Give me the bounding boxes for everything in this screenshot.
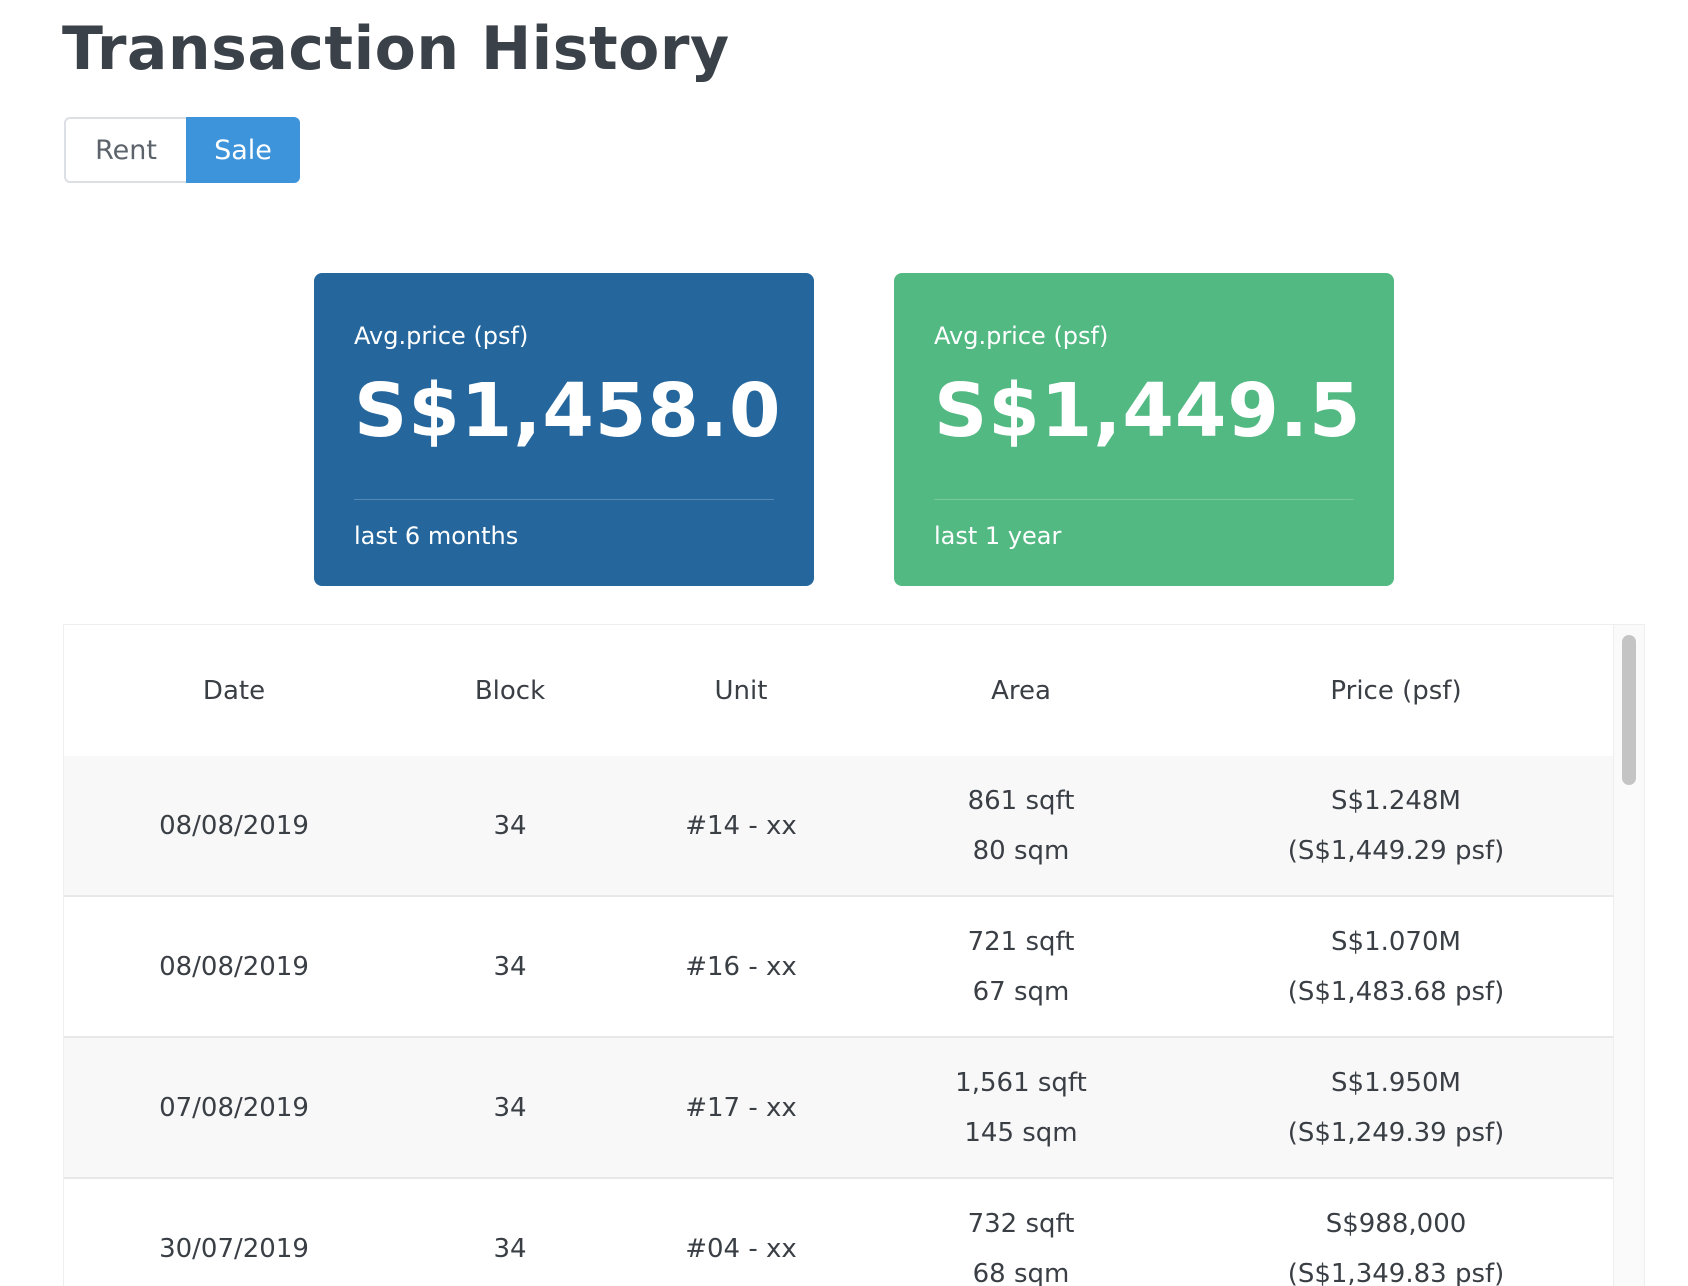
cell-block: 34 [493, 951, 527, 982]
cell-block: 34 [493, 810, 527, 841]
card-value: S$1,458.0 [354, 368, 782, 454]
price-psf: (S$1,449.29 psf) [1287, 835, 1505, 866]
price-psf: (S$1,249.39 psf) [1287, 1117, 1505, 1148]
header-area[interactable]: Area [991, 675, 1051, 706]
cell-unit: #14 - xx [685, 810, 797, 841]
avg-price-6-months-card: Avg.price (psf) S$1,458.0 last 6 months [314, 273, 814, 586]
area-sqm: 67 sqm [972, 976, 1070, 1007]
rent-tab-button[interactable]: Rent [64, 117, 186, 183]
price-total: S$988,000 [1325, 1208, 1467, 1239]
cell-unit: #16 - xx [685, 951, 797, 982]
cell-date: 07/08/2019 [159, 1092, 309, 1123]
rent-sale-toggle: Rent Sale [64, 117, 300, 183]
cell-price: S$1.070M (S$1,483.68 psf) [1176, 917, 1616, 1017]
area-sqft: 861 sqft [967, 785, 1075, 816]
scrollbar-thumb[interactable] [1622, 635, 1636, 785]
cell-area: 721 sqft 67 sqm [866, 917, 1176, 1017]
cell-area: 1,561 sqft 145 sqm [866, 1058, 1176, 1158]
price-total: S$1.248M [1331, 785, 1461, 816]
price-psf: (S$1,349.83 psf) [1287, 1258, 1505, 1286]
cell-date: 08/08/2019 [159, 951, 309, 982]
cell-price: S$1.248M (S$1,449.29 psf) [1176, 776, 1616, 876]
header-price[interactable]: Price (psf) [1330, 675, 1462, 706]
card-period: last 1 year [934, 522, 1062, 550]
cell-area: 861 sqft 80 sqm [866, 776, 1176, 876]
table-row[interactable]: 08/08/2019 34 #14 - xx 861 sqft 80 sqm S… [64, 756, 1616, 897]
avg-price-1-year-card: Avg.price (psf) S$1,449.5 last 1 year [894, 273, 1394, 586]
area-sqft: 721 sqft [967, 926, 1075, 957]
card-divider [354, 499, 774, 500]
table-body: Date Block Unit Area Price (psf) 08/08/2… [64, 625, 1616, 1286]
cell-area: 732 sqft 68 sqm [866, 1199, 1176, 1286]
cell-unit: #04 - xx [685, 1233, 797, 1264]
cell-price: S$1.950M (S$1,249.39 psf) [1176, 1058, 1616, 1158]
card-label: Avg.price (psf) [934, 322, 1109, 350]
table-row[interactable]: 08/08/2019 34 #16 - xx 721 sqft 67 sqm S… [64, 897, 1616, 1038]
area-sqm: 145 sqm [964, 1117, 1078, 1148]
card-value: S$1,449.5 [934, 368, 1362, 454]
area-sqft: 732 sqft [967, 1208, 1075, 1239]
table-row[interactable]: 07/08/2019 34 #17 - xx 1,561 sqft 145 sq… [64, 1038, 1616, 1179]
table-row[interactable]: 30/07/2019 34 #04 - xx 732 sqft 68 sqm S… [64, 1179, 1616, 1286]
price-total: S$1.070M [1331, 926, 1461, 957]
header-date[interactable]: Date [202, 675, 266, 706]
transaction-table: Date Block Unit Area Price (psf) 08/08/2… [63, 624, 1645, 1286]
area-sqm: 68 sqm [972, 1258, 1070, 1286]
table-scrollbar[interactable] [1613, 625, 1644, 1286]
card-label: Avg.price (psf) [354, 322, 529, 350]
page-title: Transaction History [62, 14, 730, 84]
area-sqft: 1,561 sqft [955, 1067, 1087, 1098]
area-sqm: 80 sqm [972, 835, 1070, 866]
header-block[interactable]: Block [474, 675, 546, 706]
price-psf: (S$1,483.68 psf) [1287, 976, 1505, 1007]
cell-date: 30/07/2019 [159, 1233, 309, 1264]
table-header: Date Block Unit Area Price (psf) [64, 625, 1616, 756]
cell-unit: #17 - xx [685, 1092, 797, 1123]
cell-block: 34 [493, 1092, 527, 1123]
cell-date: 08/08/2019 [159, 810, 309, 841]
price-total: S$1.950M [1331, 1067, 1461, 1098]
card-period: last 6 months [354, 522, 519, 550]
card-divider [934, 499, 1354, 500]
sale-tab-button[interactable]: Sale [186, 117, 300, 183]
header-unit[interactable]: Unit [714, 675, 768, 706]
cell-block: 34 [493, 1233, 527, 1264]
cell-price: S$988,000 (S$1,349.83 psf) [1176, 1199, 1616, 1286]
